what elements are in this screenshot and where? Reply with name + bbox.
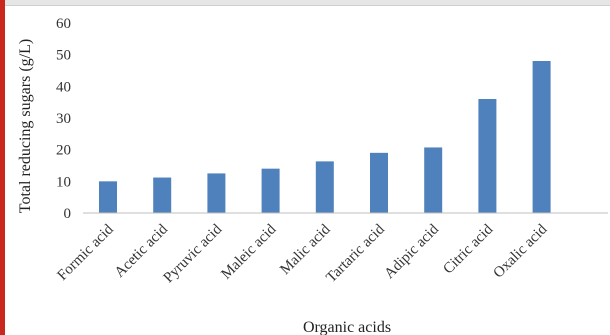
header-strip: [5, 0, 610, 6]
x-tick-label: Tartaric acid: [323, 221, 388, 286]
x-tick-label: Maleic acid: [218, 221, 279, 282]
y-tick-label: 0: [64, 206, 72, 222]
bar-pyruvic-acid: [207, 173, 226, 213]
bar-oxalic-acid: [532, 61, 551, 213]
y-tick-label: 40: [56, 79, 71, 95]
y-axis-ticks: 0 10 20 30 40 50 60: [56, 16, 71, 222]
bar-malic-acid: [315, 161, 334, 213]
bar-adipic-acid: [424, 147, 443, 213]
x-tick-label: Pyruvic acid: [161, 221, 226, 286]
y-tick-label: 50: [56, 48, 71, 64]
bar-citric-acid: [478, 99, 497, 213]
x-tick-label: Oxalic acid: [491, 221, 551, 281]
bars: [99, 61, 551, 213]
x-tick-label: Formic acid: [55, 221, 118, 284]
x-axis-title: Organic acids: [303, 319, 391, 335]
y-tick-label: 10: [56, 174, 71, 190]
bar-acetic-acid: [153, 177, 172, 213]
page-left-border: [0, 0, 5, 335]
x-tick-label: Malic acid: [277, 221, 334, 278]
y-tick-label: 30: [56, 111, 71, 127]
bar-maleic-acid: [261, 168, 280, 213]
y-axis-title: Total reducing sugars (g/L): [17, 39, 34, 213]
bar-formic-acid: [99, 181, 117, 213]
bar-tartaric-acid: [370, 152, 388, 213]
x-tick-label: Citric acid: [440, 221, 496, 277]
y-tick-label: 60: [56, 16, 71, 32]
x-tick-label: Adipic acid: [382, 221, 443, 282]
y-tick-label: 20: [56, 143, 71, 159]
